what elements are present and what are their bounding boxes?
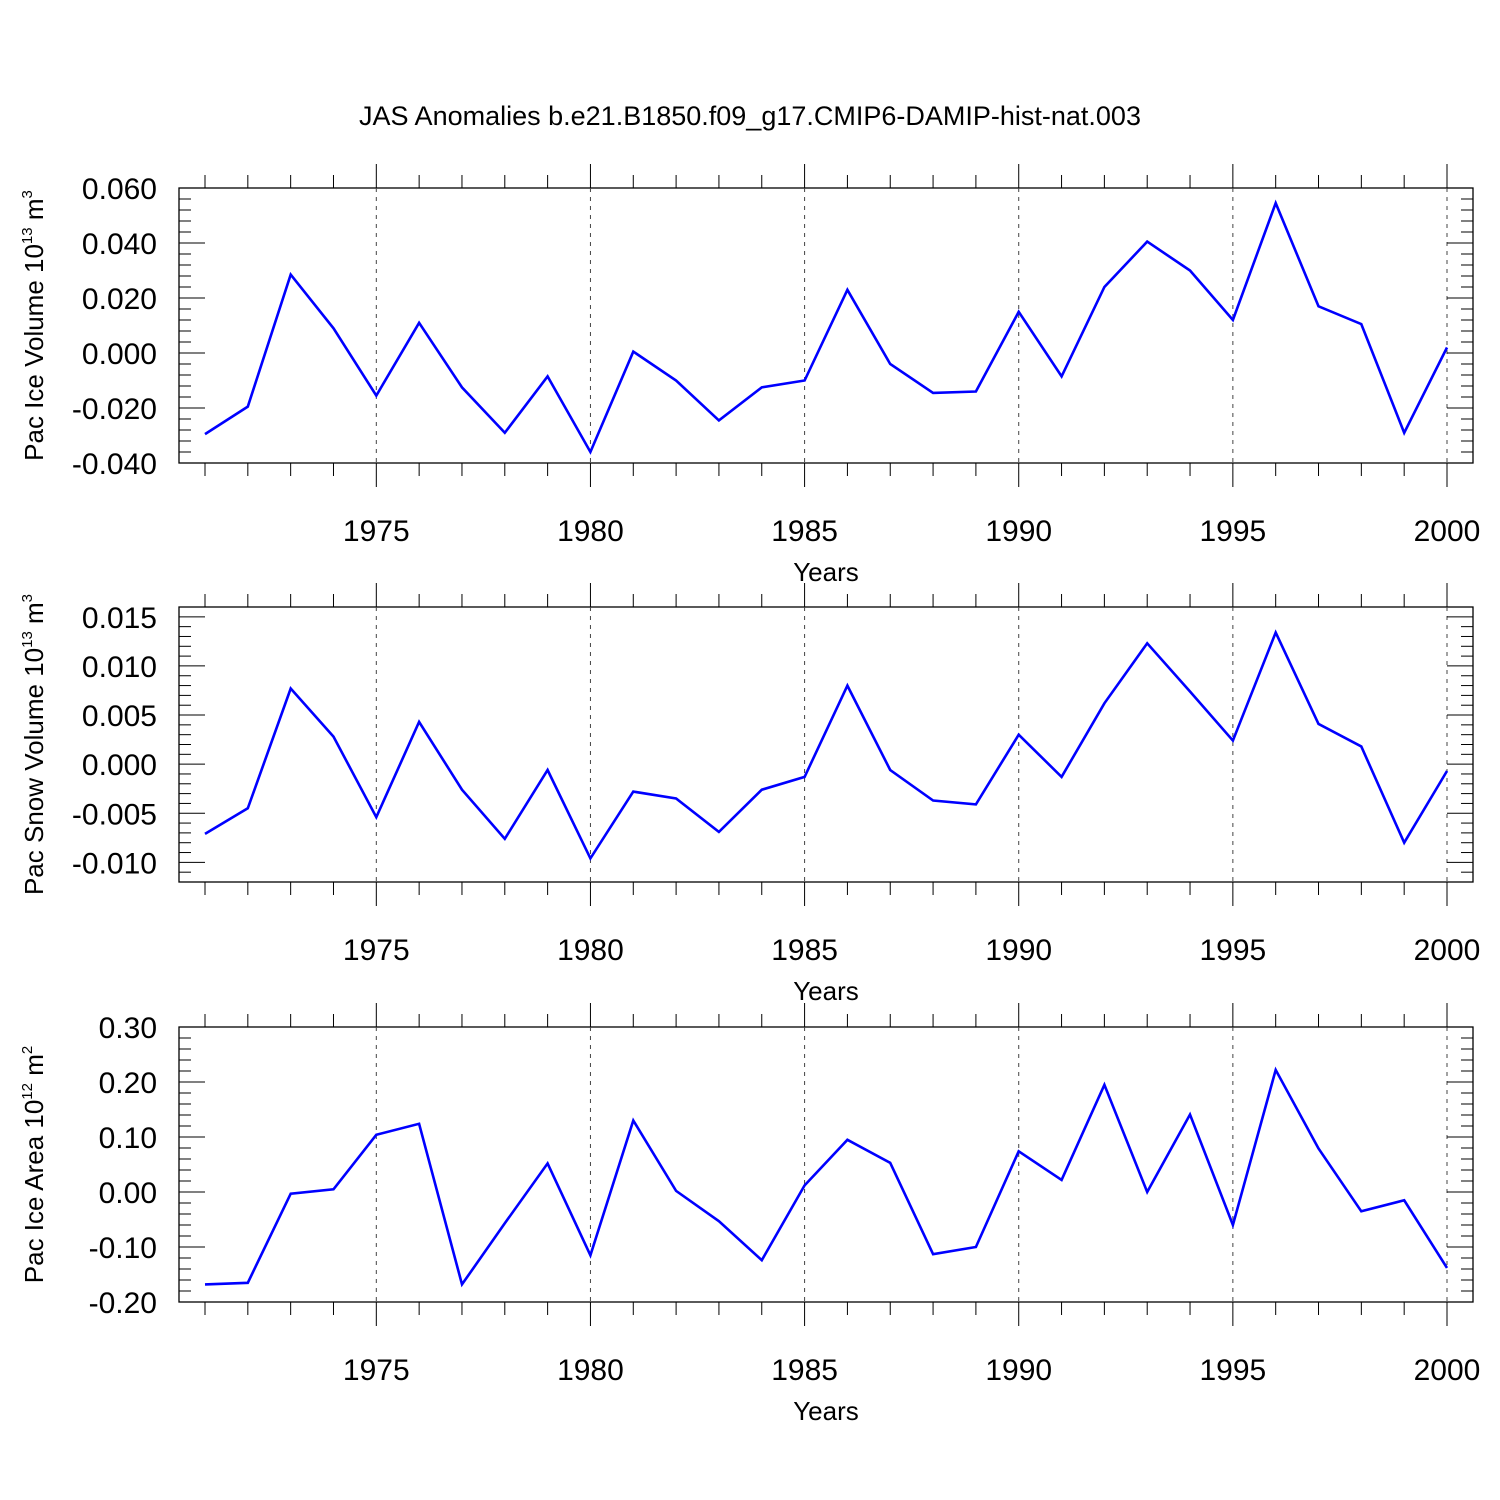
x-tick-label: 1990 bbox=[985, 1354, 1052, 1387]
y-tick-label: 0.20 bbox=[99, 1067, 157, 1100]
x-tick-label: 1995 bbox=[1199, 515, 1266, 548]
y-tick-label: 0.10 bbox=[99, 1122, 157, 1155]
x-tick-label: 2000 bbox=[1414, 515, 1481, 548]
y-tick-label: 0.010 bbox=[82, 651, 157, 684]
y-tick-label: 0.020 bbox=[82, 283, 157, 316]
y-tick-label: -0.040 bbox=[72, 448, 157, 481]
y-tick-label: -0.010 bbox=[72, 847, 157, 880]
plot-frame bbox=[178, 187, 1474, 464]
y-tick-label: 0.005 bbox=[82, 700, 157, 733]
x-tick-label: 1985 bbox=[771, 515, 838, 548]
series-line bbox=[204, 629, 1449, 862]
chart-panel-3: -0.20 -0.10 0.00 0.10 0.20 0.30 1975 1980 1985 19… bbox=[19, 1003, 1480, 1426]
y-tick-label: 0.000 bbox=[82, 338, 157, 371]
x-tick-label: 1980 bbox=[557, 515, 624, 548]
y-tick-label: -0.020 bbox=[72, 393, 157, 426]
x-axis-title: Years bbox=[793, 976, 859, 1006]
x-tick-label: 1975 bbox=[343, 515, 410, 548]
y-tick-label: 0.015 bbox=[82, 602, 157, 635]
x-tick-label: 2000 bbox=[1414, 934, 1481, 967]
chart-panel-1: -0.040 -0.020 0.000 0.020 0.040 0.060 1975 1980… bbox=[19, 164, 1480, 587]
chart-panel-2: -0.010 -0.005 0.000 0.005 0.010 0.015 1975 1980… bbox=[19, 583, 1480, 1006]
x-tick-label: 1990 bbox=[985, 934, 1052, 967]
x-tick-label: 2000 bbox=[1414, 1354, 1481, 1387]
y-tick-label: 0.000 bbox=[82, 749, 157, 782]
x-tick-label: 1980 bbox=[557, 934, 624, 967]
x-tick-label: 1995 bbox=[1199, 934, 1266, 967]
x-axis-title: Years bbox=[793, 1396, 859, 1426]
y-tick-label: 0.30 bbox=[99, 1012, 157, 1045]
y-axis-title: Pac Ice Area 1012 m2 bbox=[19, 1046, 49, 1283]
series-line bbox=[204, 199, 1449, 455]
series-line bbox=[204, 1066, 1449, 1288]
x-axis-title: Years bbox=[793, 557, 859, 587]
x-tick-label: 1975 bbox=[343, 1354, 410, 1387]
y-tick-label: 0.040 bbox=[82, 228, 157, 261]
y-tick-label: 0.060 bbox=[82, 173, 157, 206]
x-tick-label: 1975 bbox=[343, 934, 410, 967]
x-tick-label: 1985 bbox=[771, 934, 838, 967]
y-tick-label: 0.00 bbox=[99, 1177, 157, 1210]
y-axis-title: Pac Ice Volume 1013 m3 bbox=[19, 190, 49, 461]
figure-title: JAS Anomalies b.e21.B1850.f09_g17.CMIP6-… bbox=[359, 101, 1141, 131]
y-tick-label: -0.10 bbox=[89, 1232, 157, 1265]
x-tick-label: 1995 bbox=[1199, 1354, 1266, 1387]
y-axis-title: Pac Snow Volume 1013 m3 bbox=[19, 594, 49, 895]
plot-frame bbox=[178, 1026, 1474, 1303]
x-tick-label: 1990 bbox=[985, 515, 1052, 548]
y-tick-label: -0.005 bbox=[72, 798, 157, 831]
y-tick-label: -0.20 bbox=[89, 1287, 157, 1320]
panels: -0.040 -0.020 0.000 0.020 0.040 0.060 1975 1980… bbox=[19, 164, 1480, 1426]
x-tick-label: 1985 bbox=[771, 1354, 838, 1387]
x-tick-label: 1980 bbox=[557, 1354, 624, 1387]
